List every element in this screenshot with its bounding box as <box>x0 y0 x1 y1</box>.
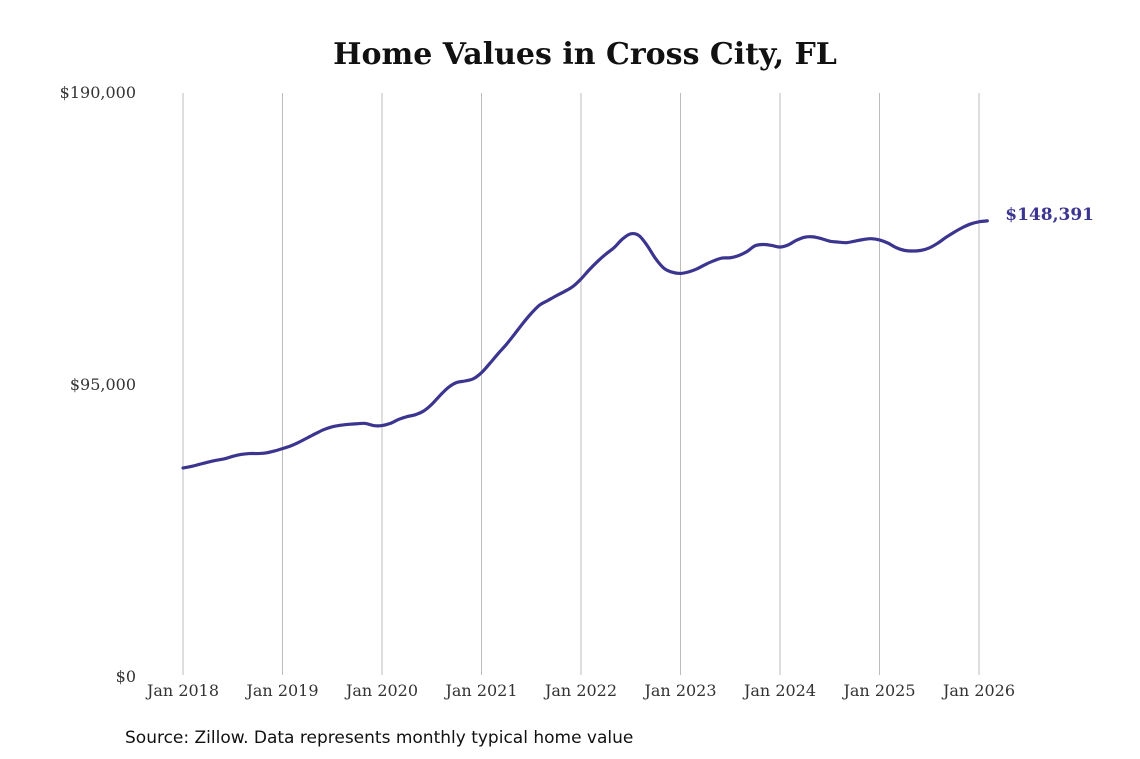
y-tick-label: $190,000 <box>60 83 136 102</box>
x-tick-label: Jan 2022 <box>543 681 617 700</box>
x-tick-label: Jan 2026 <box>941 681 1015 700</box>
y-tick-label: $95,000 <box>70 375 136 394</box>
grid-lines <box>182 93 980 675</box>
x-tick-label: Jan 2021 <box>443 681 517 700</box>
home-value-line <box>181 219 989 470</box>
x-tick-label: Jan 2024 <box>742 681 816 700</box>
x-tick-label: Jan 2018 <box>145 681 219 700</box>
y-tick-label: $0 <box>116 667 136 686</box>
latest-value-label: $148,391 <box>1005 205 1094 225</box>
x-tick-label: Jan 2023 <box>642 681 716 700</box>
chart-title: Home Values in Cross City, FL <box>333 37 837 72</box>
source-note: Source: Zillow. Data represents monthly … <box>125 728 633 748</box>
y-axis-tick-labels: $0 $95,000 $190,000 <box>60 83 136 686</box>
x-tick-label: Jan 2020 <box>344 681 418 700</box>
x-tick-label: Jan 2019 <box>244 681 318 700</box>
x-tick-label: Jan 2025 <box>841 681 915 700</box>
x-axis-tick-labels: Jan 2018 Jan 2019 Jan 2020 Jan 2021 Jan 2022… <box>145 681 1015 700</box>
